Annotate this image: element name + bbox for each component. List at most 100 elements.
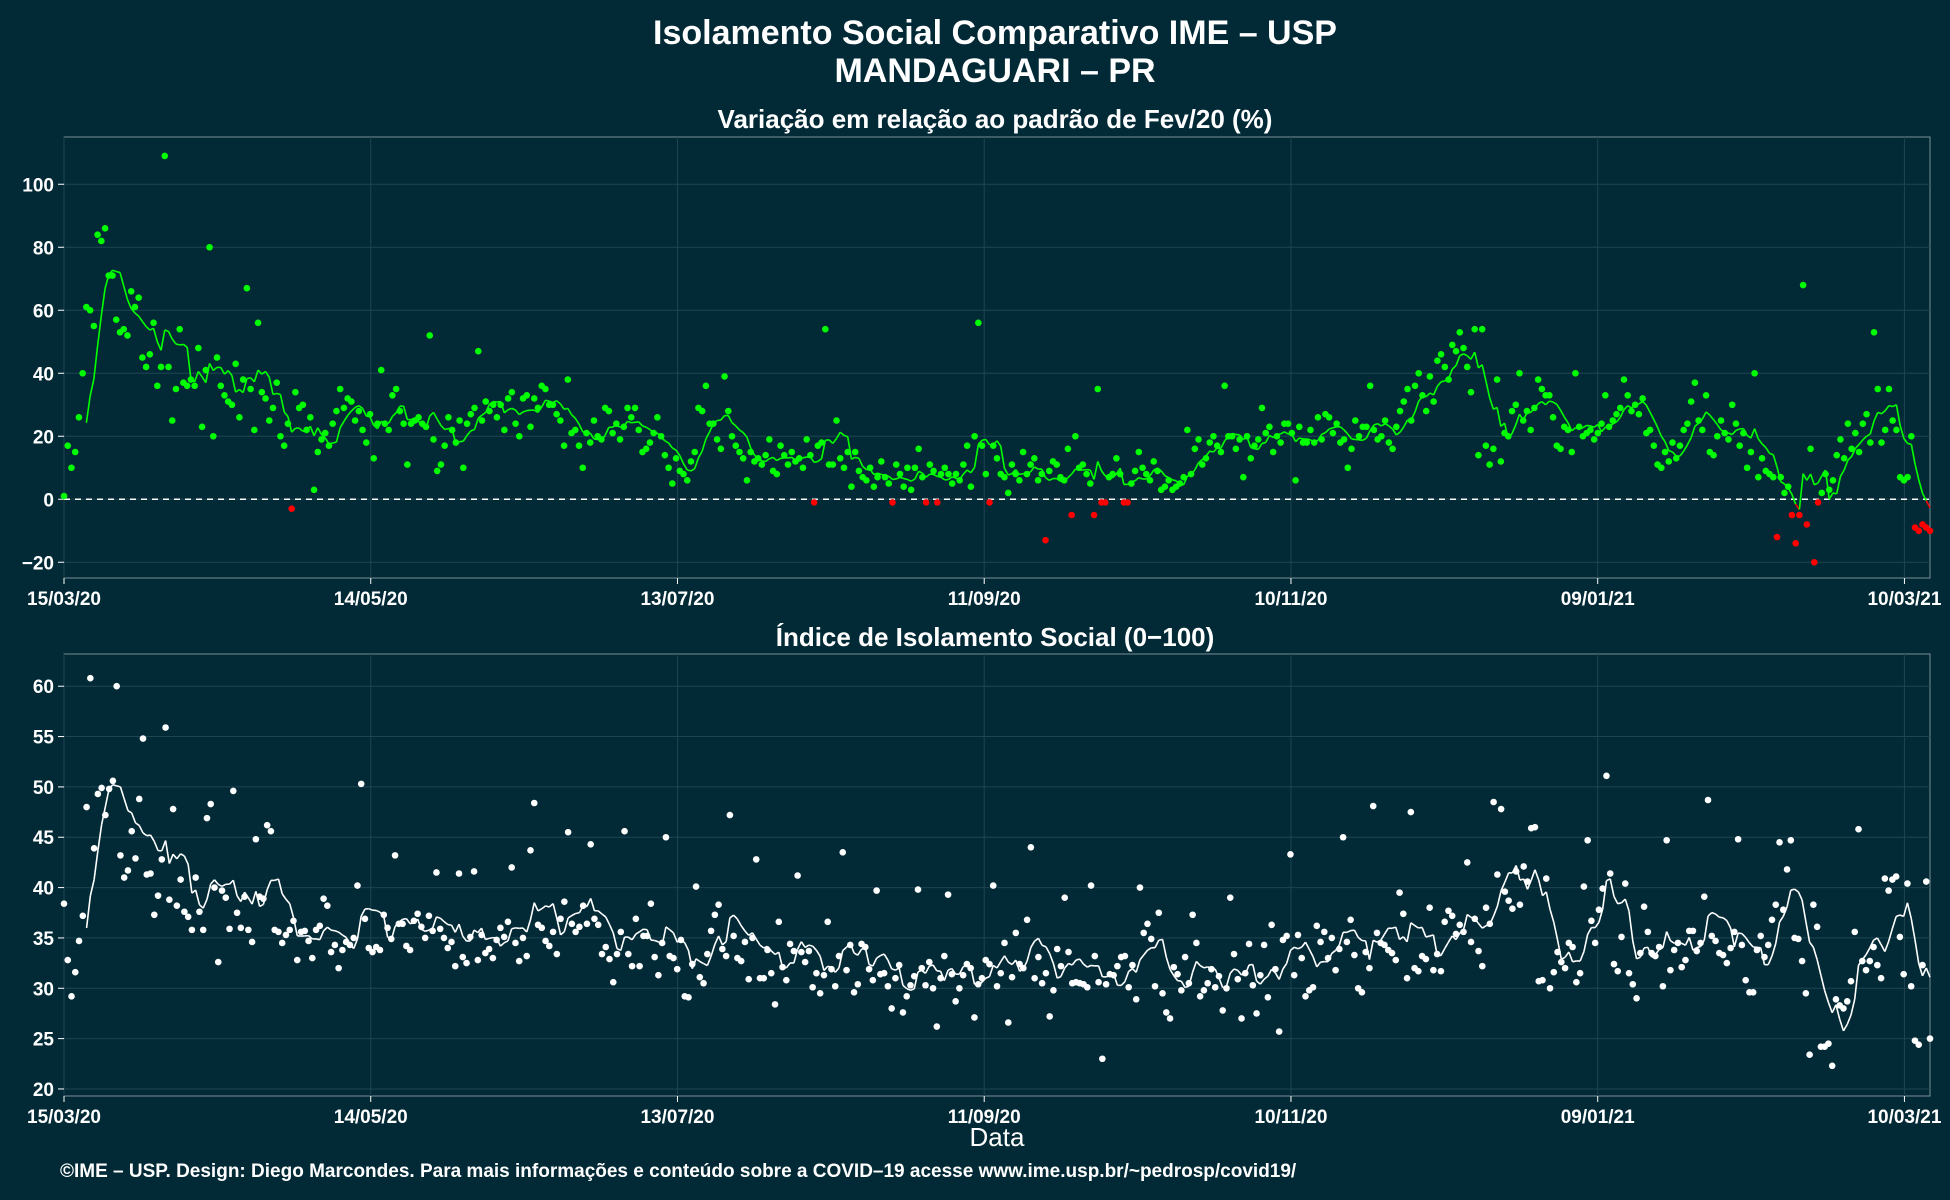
panel1-data-point: [829, 461, 837, 468]
panel2-data-point: [688, 960, 696, 968]
panel1-data-point: [1788, 511, 1796, 519]
panel2-moving-average-segment: [1395, 926, 1401, 940]
panel2-data-point: [1644, 928, 1652, 936]
panel1-data-point: [1848, 445, 1855, 453]
panel1-moving-average-segment: [320, 433, 326, 439]
panel2-data-point: [357, 780, 365, 788]
panel1-moving-average-segment: [675, 449, 681, 457]
panel1-data-point: [736, 448, 743, 456]
panel2-data-point: [892, 974, 899, 982]
panel1-data-point: [1605, 423, 1613, 431]
panel1-moving-average-segment: [1537, 400, 1543, 405]
panel2-moving-average-segment: [1902, 902, 1909, 917]
panel2-moving-average-segment: [341, 934, 347, 939]
panel1-data-point: [404, 461, 411, 468]
panel2-data-point: [504, 918, 512, 926]
panel1-data-point: [1840, 455, 1848, 462]
panel1-moving-average-segment: [1843, 459, 1849, 471]
panel2-data-point: [1208, 965, 1215, 973]
panel1-data-point: [1381, 417, 1389, 424]
panel2-moving-average-segment: [1191, 961, 1198, 973]
panel1-data-point: [1318, 436, 1325, 443]
panel2-data-point: [1531, 823, 1539, 831]
panel1-data-point: [280, 442, 288, 450]
panel1-data-point: [1475, 451, 1482, 459]
panel2-moving-average-segment: [763, 945, 768, 949]
panel2-data-point: [1858, 957, 1866, 965]
panel1-data-point: [963, 442, 971, 450]
panel2-data-point: [1659, 982, 1667, 990]
panel2-moving-average-segment: [1598, 908, 1604, 923]
panel2-data-point: [207, 800, 215, 808]
panel1-moving-average-segment: [1682, 444, 1689, 452]
panel2-moving-average-segment: [1583, 934, 1589, 952]
panel2-data-point: [124, 867, 132, 874]
panel1-moving-average-segment: [1067, 473, 1073, 479]
panel2-moving-average-segment: [352, 938, 359, 949]
panel2-data-point: [1381, 941, 1388, 949]
panel2-data-point: [1422, 955, 1430, 963]
panel1-data-point: [1549, 414, 1557, 421]
panel1-moving-average-segment: [1295, 437, 1300, 443]
panel2-data-point: [222, 894, 230, 901]
panel1-data-point: [1799, 281, 1807, 289]
panel2-data-point: [1275, 1028, 1283, 1035]
panel2-moving-average-segment: [1733, 932, 1739, 948]
panel1-moving-average-segment: [208, 362, 214, 371]
panel2-data-point: [658, 939, 666, 947]
panel1-data-point: [1781, 489, 1788, 497]
panel1-data-point: [1217, 448, 1225, 456]
panel2-moving-average-segment: [1199, 964, 1205, 969]
panel1-data-point: [1538, 385, 1546, 393]
panel1-data-point: [333, 407, 340, 415]
panel2-data-point: [71, 968, 79, 976]
panel1-data-point: [254, 319, 262, 327]
panel2-moving-average-segment: [1177, 979, 1182, 983]
panel2-data-point: [1196, 993, 1204, 1000]
panel2-data-point: [1253, 1010, 1260, 1017]
panel2-moving-average-segment: [1906, 902, 1912, 919]
panel1-data-point: [1534, 376, 1542, 383]
panel1-data-point: [1419, 392, 1426, 399]
panel2-data-point: [275, 928, 282, 936]
panel1-data-point: [1094, 385, 1102, 393]
panel1-moving-average-segment: [1362, 437, 1367, 441]
panel2-data-point: [218, 887, 226, 894]
panel2-y-tick-label: 40: [33, 879, 54, 900]
panel1-moving-average-segment: [1194, 462, 1200, 471]
panel2-frame: [63, 653, 1931, 1097]
panel2-moving-average-segment: [1774, 921, 1781, 944]
panel1-data-point: [1504, 432, 1512, 440]
panel1-moving-average-segment: [1701, 411, 1707, 420]
panel1-data-point: [415, 414, 422, 421]
panel1-data-point: [463, 420, 471, 427]
panel1-data-point: [1031, 455, 1038, 462]
panel1-moving-average-segment: [1571, 427, 1576, 432]
panel1-data-point: [717, 445, 725, 453]
panel1-data-point: [1411, 382, 1419, 390]
panel1-data-point: [1441, 363, 1449, 371]
panel2-moving-average-segment: [1331, 949, 1337, 954]
panel2-moving-average-segment: [485, 937, 490, 941]
panel1-moving-average-segment: [1873, 412, 1879, 422]
panel2-data-point: [500, 933, 508, 941]
panel2-moving-average-segment: [266, 880, 272, 891]
panel1-data-point: [553, 410, 560, 418]
panel1-data-point: [109, 272, 116, 279]
panel1-data-point: [1370, 426, 1378, 434]
panel1-data-point: [1893, 426, 1900, 434]
panel1-data-point: [139, 354, 146, 361]
panel2-data-point: [850, 988, 858, 996]
panel1-data-point: [1221, 382, 1228, 390]
panel2-moving-average-segment: [1418, 926, 1423, 929]
panel2-moving-average-segment: [812, 945, 818, 951]
panel2-moving-average-segment: [499, 942, 505, 947]
panel2-moving-average-segment: [1414, 924, 1419, 929]
panel2-data-point: [775, 918, 783, 926]
panel1-data-point: [1038, 470, 1046, 478]
panel1-moving-average-segment: [925, 473, 931, 478]
panel1-data-point: [1680, 426, 1687, 434]
panel1-data-point: [1859, 420, 1867, 427]
panel1-data-point: [362, 439, 370, 446]
panel1-data-point: [896, 470, 904, 478]
